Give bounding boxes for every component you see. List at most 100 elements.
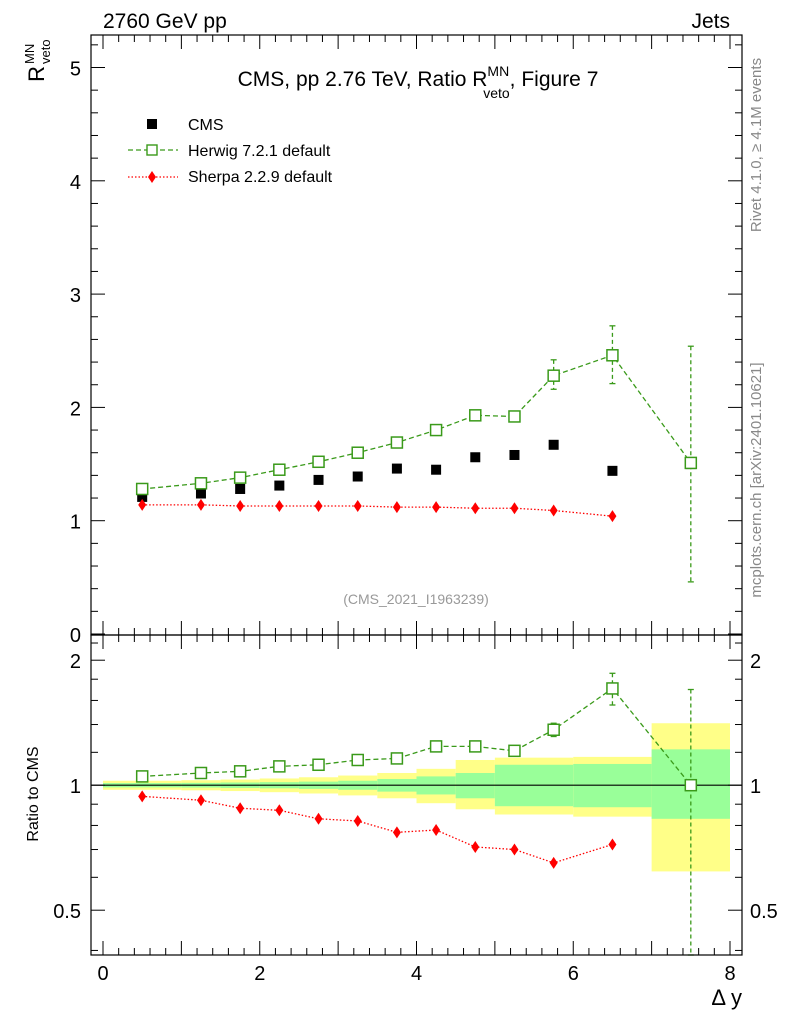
legend: CMS Herwig 7.2.1 default Sherpa 2.2.9 de… xyxy=(128,117,333,186)
herwig-point xyxy=(351,446,364,459)
ratio-herwig-point xyxy=(135,770,149,783)
ratio-herwig-point xyxy=(312,758,325,772)
ratio-sherpa-point xyxy=(275,804,284,817)
sherpa-point xyxy=(196,498,205,511)
ratio-herwig-point xyxy=(390,752,404,765)
main-x-ticks xyxy=(102,35,731,635)
main-y-tick-label: 4 xyxy=(70,172,81,194)
ratio-sherpa-line xyxy=(142,795,613,864)
ratio-herwig-point xyxy=(469,740,482,753)
main-y-ticks: 0 1 2 3 4 5 xyxy=(70,44,742,647)
cms-point xyxy=(470,452,481,463)
title-post: , Figure 7 xyxy=(510,68,599,91)
herwig-point xyxy=(194,477,208,490)
cms-point xyxy=(509,449,520,460)
herwig-point xyxy=(135,482,149,496)
ratio-x-tick-label: 6 xyxy=(568,963,579,985)
ratio-sherpa-point xyxy=(353,814,362,827)
header-right: Jets xyxy=(691,10,730,33)
ratio-herwig-point xyxy=(508,744,521,758)
sherpa-point xyxy=(138,498,147,511)
title-pre: CMS, pp 2.76 TeV, Ratio R xyxy=(238,68,488,91)
ratio-herwig-point xyxy=(273,760,286,773)
ratio-bands xyxy=(91,723,742,872)
herwig-point xyxy=(390,436,404,449)
main-data xyxy=(135,325,698,583)
ratio-y-tick-label: 1 xyxy=(70,776,81,798)
cms-point xyxy=(235,483,246,494)
ratio-herwig-point xyxy=(351,753,364,767)
ratio-herwig-point xyxy=(194,766,208,780)
sherpa-point xyxy=(275,499,284,512)
title-sub: veto xyxy=(483,85,510,101)
ratio-x-ticks: 0 2 4 6 8 xyxy=(97,635,736,985)
header-left: 2760 GeV pp xyxy=(103,10,227,33)
ratio-sherpa-point xyxy=(471,840,480,853)
cms-point xyxy=(313,474,324,485)
main-y-axis-label: R MN veto xyxy=(22,39,53,81)
legend-marker-herwig xyxy=(146,144,158,156)
mcplots-label: mcplots.cern.ch [arXiv:2401.10621] xyxy=(748,362,765,597)
herwig-point xyxy=(273,463,286,476)
ratio-herwig-point xyxy=(684,778,698,792)
cms-point xyxy=(607,465,618,476)
sherpa-point xyxy=(549,504,558,517)
sherpa-point xyxy=(314,499,323,512)
herwig-point xyxy=(508,410,521,423)
ratio-herwig-point xyxy=(233,765,247,778)
ratio-y-tick-label-right: 2 xyxy=(750,651,761,673)
herwig-point xyxy=(684,456,698,470)
title-sup: MN xyxy=(487,63,509,79)
ratio-sherpa-point xyxy=(314,812,323,825)
ratio-x-tick-label: 2 xyxy=(254,963,265,985)
cms-point xyxy=(431,464,442,475)
rivet-label: Rivet 4.1.0, ≥ 4.1M events xyxy=(748,58,765,232)
sherpa-point xyxy=(236,499,245,512)
main-y-tick-label: 5 xyxy=(70,59,81,81)
ratio-sherpa-point xyxy=(196,794,205,807)
ratio-y-tick-label-right: 0.5 xyxy=(750,901,778,923)
ratio-frame xyxy=(90,634,743,956)
main-y-tick-label: 2 xyxy=(70,398,81,420)
ratio-sherpa-point xyxy=(510,843,519,856)
ratio-sherpa-point xyxy=(236,802,245,815)
ratio-herwig-point xyxy=(547,723,560,737)
ratio-sherpa-point xyxy=(608,838,617,851)
legend-label-herwig: Herwig 7.2.1 default xyxy=(188,143,331,160)
ratio-sherpa-point xyxy=(432,824,441,837)
sherpa-point xyxy=(432,501,441,514)
ratio-y-ticks: 0.5 0.5 1 1 2 2 xyxy=(53,642,778,951)
ratio-herwig-point xyxy=(429,740,443,753)
legend-marker-sherpa xyxy=(148,171,156,183)
ratio-data xyxy=(135,672,698,956)
cms-point xyxy=(195,488,206,499)
ratio-y-tick-label-right: 1 xyxy=(750,776,761,798)
ratio-x-tick-label: 8 xyxy=(724,963,735,985)
analysis-id: (CMS_2021_I1963239) xyxy=(343,591,489,607)
ratio-sherpa-point xyxy=(138,790,147,803)
sherpa-point xyxy=(471,502,480,515)
sherpa-point xyxy=(510,502,519,515)
cms-point xyxy=(137,491,148,502)
cms-point xyxy=(548,439,559,450)
ratio-herwig-point xyxy=(606,682,619,695)
y-label-base: R xyxy=(24,66,49,82)
herwig-point xyxy=(312,455,325,469)
herwig-point xyxy=(469,409,482,422)
main-title: CMS, pp 2.76 TeV, Ratio RMN veto, Figure … xyxy=(238,63,599,101)
cms-point xyxy=(274,480,285,491)
ratio-y-axis-label: Ratio to CMS xyxy=(25,746,42,841)
ratio-y-tick-label: 0.5 xyxy=(53,901,81,923)
herwig-point xyxy=(233,471,247,484)
ratio-sherpa-point xyxy=(392,826,401,839)
sherpa-point xyxy=(353,499,362,512)
herwig-point xyxy=(547,369,560,382)
main-y-tick-label: 1 xyxy=(70,512,81,534)
legend-label-cms: CMS xyxy=(188,117,224,134)
ratio-sherpa-point xyxy=(549,856,558,869)
legend-marker-cms xyxy=(147,119,157,129)
cms-point xyxy=(391,463,402,474)
herwig-point xyxy=(606,349,619,362)
cms-point xyxy=(352,471,363,482)
sherpa-line xyxy=(142,504,613,517)
